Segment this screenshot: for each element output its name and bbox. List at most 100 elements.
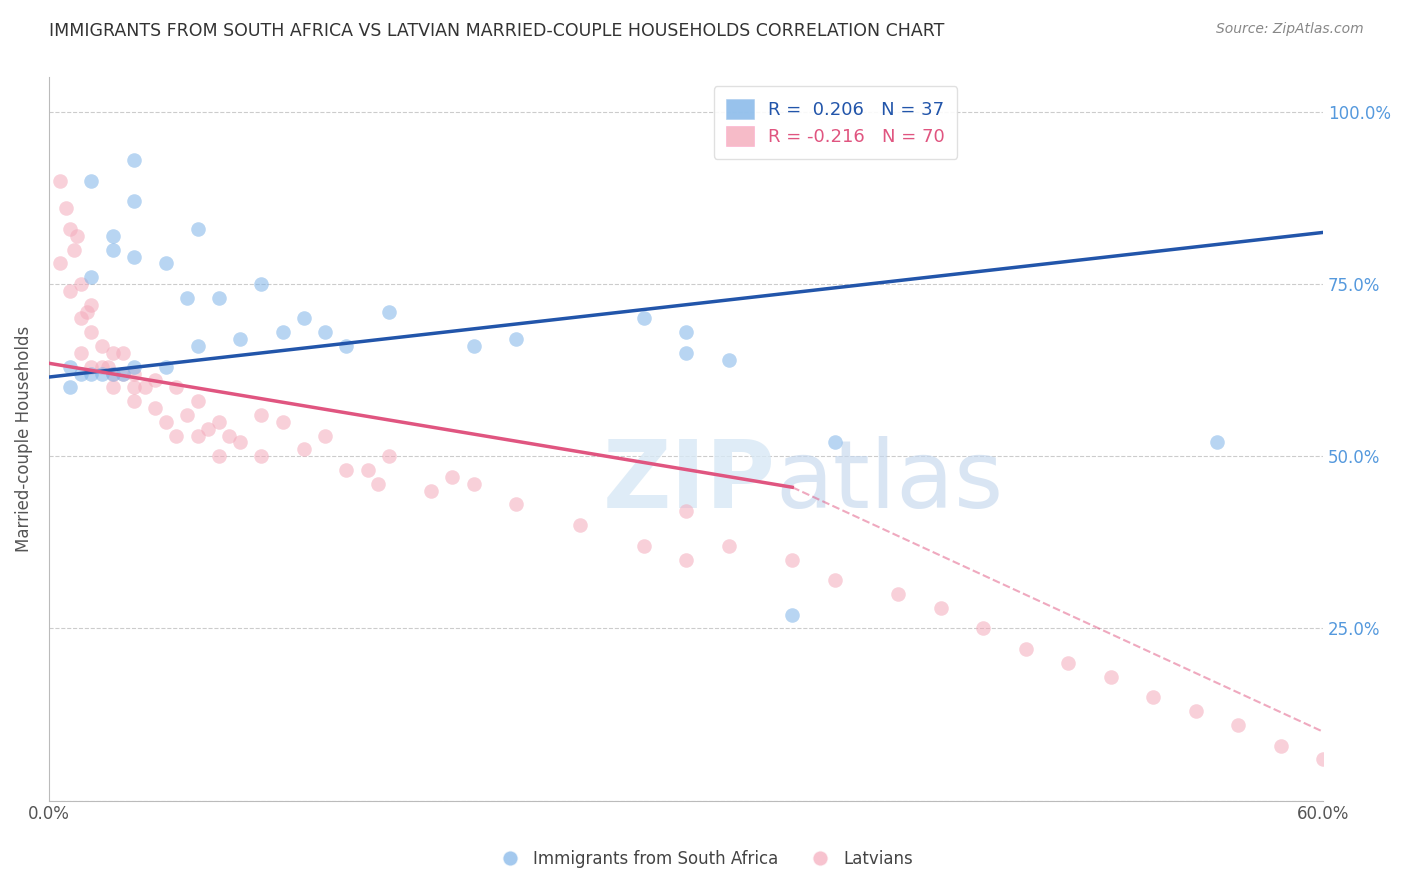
Point	[271, 415, 294, 429]
Point	[91, 367, 114, 381]
Point	[208, 415, 231, 429]
Point	[335, 339, 357, 353]
Text: IMMIGRANTS FROM SOUTH AFRICA VS LATVIAN MARRIED-COUPLE HOUSEHOLDS CORRELATION CH: IMMIGRANTS FROM SOUTH AFRICA VS LATVIAN …	[49, 22, 945, 40]
Point	[122, 153, 145, 167]
Point	[91, 359, 114, 374]
Point	[505, 332, 527, 346]
Point	[187, 428, 209, 442]
Point	[176, 291, 198, 305]
Point	[48, 256, 70, 270]
Point	[101, 380, 124, 394]
Point	[780, 607, 803, 622]
Point	[122, 250, 145, 264]
Point	[250, 449, 273, 463]
Point	[101, 228, 124, 243]
Legend: R =  0.206   N = 37, R = -0.216   N = 70: R = 0.206 N = 37, R = -0.216 N = 70	[714, 87, 957, 159]
Point	[122, 394, 145, 409]
Point	[63, 243, 86, 257]
Point	[80, 298, 103, 312]
Point	[633, 311, 655, 326]
Point	[59, 284, 82, 298]
Point	[91, 339, 114, 353]
Point	[55, 202, 77, 216]
Point	[165, 428, 187, 442]
Point	[218, 428, 240, 442]
Point	[187, 222, 209, 236]
Point	[292, 311, 315, 326]
Point	[377, 449, 399, 463]
Point	[675, 346, 697, 360]
Point	[229, 435, 252, 450]
Point	[122, 367, 145, 381]
Point	[80, 359, 103, 374]
Point	[143, 374, 166, 388]
Point	[1057, 656, 1080, 670]
Point	[441, 470, 464, 484]
Point	[187, 339, 209, 353]
Point	[197, 422, 219, 436]
Point	[314, 326, 336, 340]
Point	[187, 394, 209, 409]
Point	[76, 304, 98, 318]
Point	[101, 243, 124, 257]
Point	[420, 483, 443, 498]
Point	[112, 346, 135, 360]
Point	[65, 228, 87, 243]
Point	[155, 256, 177, 270]
Point	[929, 600, 952, 615]
Point	[675, 504, 697, 518]
Point	[250, 408, 273, 422]
Text: Source: ZipAtlas.com: Source: ZipAtlas.com	[1216, 22, 1364, 37]
Point	[356, 463, 378, 477]
Point	[48, 174, 70, 188]
Text: atlas: atlas	[775, 436, 1004, 528]
Point	[717, 539, 740, 553]
Point	[97, 359, 120, 374]
Point	[824, 435, 846, 450]
Point	[69, 346, 91, 360]
Point	[80, 326, 103, 340]
Point	[208, 291, 231, 305]
Point	[1312, 752, 1334, 766]
Point	[675, 552, 697, 566]
Point	[824, 573, 846, 587]
Point	[69, 311, 91, 326]
Point	[229, 332, 252, 346]
Point	[69, 277, 91, 291]
Point	[463, 476, 485, 491]
Point	[80, 270, 103, 285]
Point	[122, 380, 145, 394]
Point	[59, 222, 82, 236]
Point	[377, 304, 399, 318]
Point	[335, 463, 357, 477]
Point	[69, 367, 91, 381]
Point	[314, 428, 336, 442]
Y-axis label: Married-couple Households: Married-couple Households	[15, 326, 32, 552]
Point	[887, 587, 910, 601]
Point	[717, 352, 740, 367]
Point	[505, 498, 527, 512]
Point	[155, 359, 177, 374]
Point	[112, 367, 135, 381]
Point	[101, 367, 124, 381]
Point	[463, 339, 485, 353]
Point	[1142, 690, 1164, 705]
Point	[143, 401, 166, 415]
Point	[271, 326, 294, 340]
Point	[155, 415, 177, 429]
Point	[80, 174, 103, 188]
Point	[134, 380, 156, 394]
Point	[208, 449, 231, 463]
Point	[250, 277, 273, 291]
Point	[122, 194, 145, 209]
Point	[112, 367, 135, 381]
Point	[1227, 718, 1250, 732]
Point	[1015, 642, 1038, 657]
Point	[59, 359, 82, 374]
Point	[122, 359, 145, 374]
Point	[1184, 704, 1206, 718]
Point	[568, 518, 591, 533]
Point	[292, 442, 315, 457]
Point	[633, 539, 655, 553]
Point	[176, 408, 198, 422]
